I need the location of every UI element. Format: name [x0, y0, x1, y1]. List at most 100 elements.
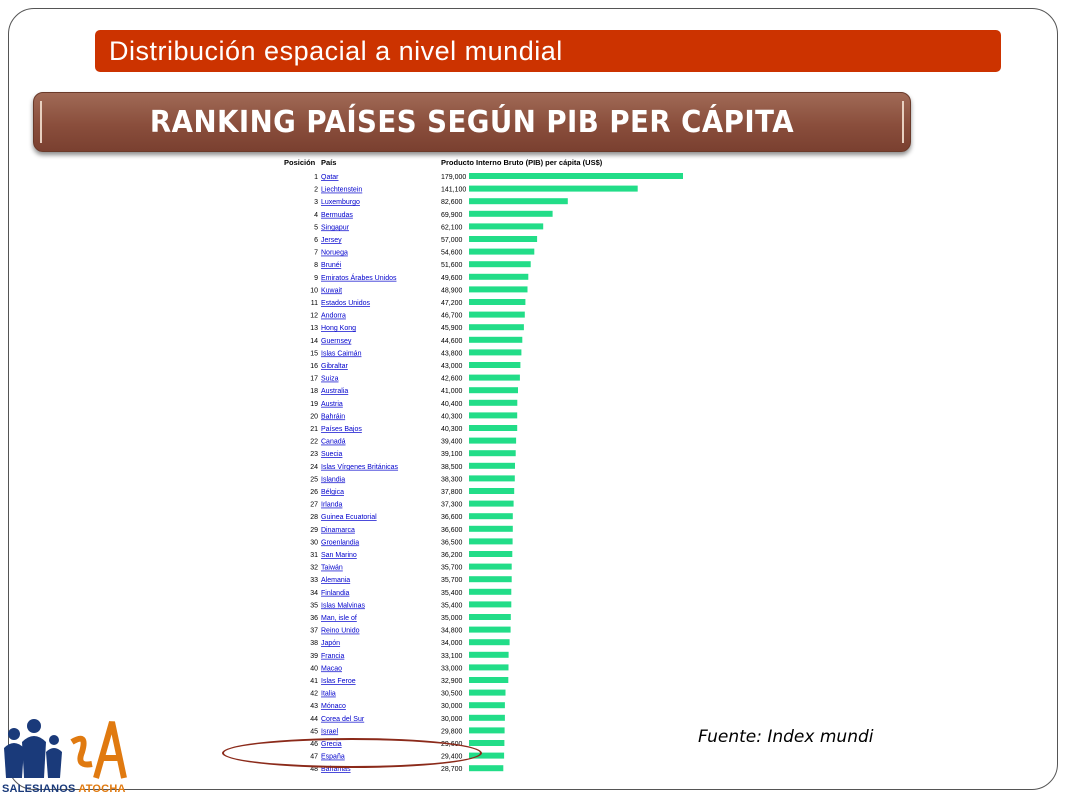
highlight-ellipse — [222, 738, 482, 768]
country-link[interactable]: Corea del Sur — [321, 716, 365, 723]
country-link[interactable]: Brunéi — [321, 262, 342, 269]
country-link[interactable]: Andorra — [321, 313, 346, 320]
bar — [469, 765, 504, 772]
country-link[interactable]: Italia — [321, 691, 336, 698]
country-link[interactable]: Man, isle of — [321, 615, 357, 622]
value-label: 41,000 — [441, 388, 463, 395]
country-link[interactable]: Reino Unido — [321, 628, 360, 635]
bar — [469, 563, 512, 570]
value-label: 48,900 — [441, 287, 463, 294]
country-link[interactable]: Bermudas — [321, 212, 353, 219]
rank-label: 8 — [314, 262, 318, 269]
country-link[interactable]: Canadá — [321, 439, 346, 446]
value-label: 34,800 — [441, 628, 463, 635]
country-link[interactable]: Israel — [321, 728, 339, 735]
value-label: 32,900 — [441, 678, 463, 685]
country-link[interactable]: Guinea Ecuatorial — [321, 514, 377, 521]
country-link[interactable]: Islas Malvinas — [321, 602, 365, 609]
country-link[interactable]: Hong Kong — [321, 325, 356, 332]
country-link[interactable]: Islas Feroe — [321, 678, 356, 685]
value-label: 30,500 — [441, 691, 463, 698]
bar — [469, 488, 515, 494]
country-link[interactable]: Kuwait — [321, 287, 342, 294]
country-link[interactable]: Alemania — [321, 577, 350, 584]
country-link[interactable]: Islas Caimán — [321, 350, 362, 357]
country-link[interactable]: Islandia — [321, 476, 345, 483]
country-link[interactable]: Bahráin — [321, 413, 345, 420]
rank-label: 11 — [311, 300, 318, 307]
country-link[interactable]: San Marino — [321, 552, 357, 559]
bar — [469, 299, 526, 305]
value-label: 43,800 — [441, 350, 463, 357]
country-link[interactable]: Bahamas — [321, 766, 351, 773]
country-link[interactable]: Finlandia — [321, 590, 350, 597]
value-label: 33,000 — [441, 665, 463, 672]
value-label: 82,600 — [441, 199, 463, 206]
country-link[interactable]: Emiratos Árabes Unidos — [321, 273, 397, 282]
rank-label: 48 — [310, 766, 318, 773]
bar — [469, 689, 506, 696]
bar — [469, 475, 515, 482]
bar — [469, 210, 553, 217]
value-label: 51,600 — [441, 262, 463, 269]
bar — [469, 374, 520, 381]
rank-label: 44 — [310, 716, 318, 723]
ranking-bar-chart: Posición País Producto Interno Bruto (PIB)… — [284, 158, 683, 773]
rank-label: 29 — [310, 527, 318, 534]
rank-label: 33 — [310, 577, 318, 584]
rank-label: 1 — [314, 174, 318, 181]
country-link[interactable]: Macao — [321, 665, 342, 672]
column-header-country: País — [321, 158, 336, 167]
country-link[interactable]: Taiwán — [321, 565, 343, 572]
country-link[interactable]: Mónaco — [321, 703, 346, 710]
bar — [469, 626, 511, 633]
value-label: 30,000 — [441, 703, 463, 710]
country-link[interactable]: Islas Vírgenes Británicas — [321, 464, 399, 471]
bar — [469, 677, 509, 683]
country-link[interactable]: Austria — [321, 401, 343, 408]
country-link[interactable]: Singapur — [321, 224, 350, 231]
bar — [469, 198, 568, 205]
value-label: 40,400 — [441, 401, 463, 408]
country-link[interactable]: Liechtenstein — [321, 187, 362, 194]
country-link[interactable]: Australia — [321, 388, 348, 395]
country-link[interactable]: Guernsey — [321, 338, 352, 345]
rank-label: 25 — [310, 476, 318, 483]
country-link[interactable]: Japón — [321, 640, 340, 647]
rank-label: 4 — [314, 212, 318, 219]
value-label: 36,500 — [441, 539, 463, 546]
value-label: 179,000 — [441, 174, 466, 181]
rank-label: 18 — [310, 388, 318, 395]
country-link[interactable]: Jersey — [321, 237, 342, 244]
bar — [469, 223, 544, 230]
bar — [469, 450, 516, 457]
bar — [469, 664, 509, 671]
bar — [469, 500, 514, 507]
rank-label: 3 — [314, 199, 318, 206]
rank-label: 30 — [310, 539, 318, 546]
country-link[interactable]: Groenlandia — [321, 539, 359, 546]
country-link[interactable]: Luxemburgo — [321, 199, 360, 206]
value-label: 38,500 — [441, 464, 463, 471]
country-link[interactable]: Irlanda — [321, 502, 343, 509]
rank-label: 12 — [310, 313, 318, 320]
country-link[interactable]: Francia — [321, 653, 344, 660]
country-link[interactable]: Gibraltar — [321, 363, 349, 370]
bar — [469, 639, 510, 646]
country-link[interactable]: Países Bajos — [321, 426, 362, 433]
country-link[interactable]: Estados Unidos — [321, 300, 371, 307]
country-link[interactable]: Qatar — [321, 174, 339, 181]
bar — [469, 173, 683, 179]
country-link[interactable]: Bélgica — [321, 489, 344, 496]
rank-label: 23 — [310, 451, 318, 458]
country-link[interactable]: Noruega — [321, 250, 348, 257]
rank-label: 27 — [310, 502, 318, 509]
bar — [469, 714, 505, 721]
country-link[interactable]: Dinamarca — [321, 527, 355, 534]
country-link[interactable]: Suecia — [321, 451, 343, 458]
rank-label: 5 — [314, 224, 318, 231]
value-label: 29,800 — [441, 728, 463, 735]
country-link[interactable]: Suiza — [321, 376, 339, 383]
bar — [469, 588, 512, 595]
value-label: 35,000 — [441, 615, 463, 622]
